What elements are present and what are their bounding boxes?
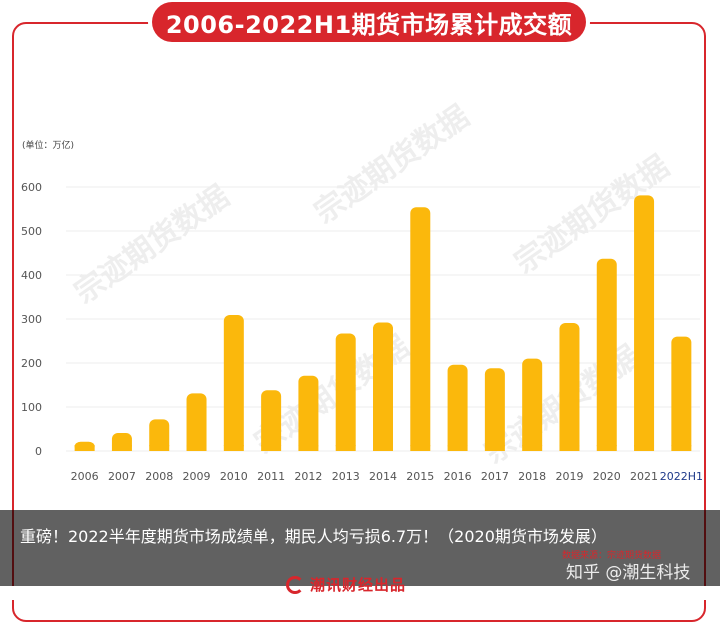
bar-base-2016 bbox=[447, 445, 468, 451]
bar-2016 bbox=[447, 364, 468, 451]
bar-2011 bbox=[261, 390, 282, 451]
x-tick-label: 2021 bbox=[630, 470, 658, 483]
bar-base-2011 bbox=[261, 445, 282, 451]
source-text: 数据来源：宗迹期货数据 bbox=[562, 551, 662, 561]
bar-base-2009 bbox=[186, 445, 207, 451]
y-tick-label: 200 bbox=[21, 357, 42, 370]
bar-2019 bbox=[559, 322, 580, 451]
y-tick-label: 600 bbox=[21, 181, 42, 194]
bar-2008 bbox=[149, 419, 170, 451]
bar-base-2022H1 bbox=[671, 445, 692, 451]
bar-base-2015 bbox=[410, 445, 431, 451]
x-tick-label: 2008 bbox=[145, 470, 173, 483]
x-tick-label: 2010 bbox=[220, 470, 248, 483]
bar-base-2008 bbox=[149, 445, 170, 451]
caption-text: 重磅！2022半年度期货市场成绩单，期民人均亏损6.7万！（2020期货市场发展… bbox=[20, 527, 607, 546]
bar-base-2014 bbox=[373, 445, 393, 451]
bar-2018 bbox=[522, 358, 543, 451]
y-tick-label: 500 bbox=[21, 225, 42, 238]
x-tick-label: 2017 bbox=[481, 470, 509, 483]
y-tick-label: 0 bbox=[35, 445, 42, 458]
footer bbox=[0, 586, 720, 600]
caption-bar: 重磅！2022半年度期货市场成绩单，期民人均亏损6.7万！（2020期货市场发展… bbox=[0, 510, 720, 586]
bar-base-2013 bbox=[335, 445, 356, 451]
bar-base-2018 bbox=[522, 445, 543, 451]
x-tick-label: 2014 bbox=[369, 470, 397, 483]
bar-base-2012 bbox=[298, 445, 319, 451]
bar-base-2010 bbox=[223, 445, 244, 451]
x-tick-label: 2020 bbox=[593, 470, 621, 483]
bar-2013 bbox=[335, 333, 356, 451]
bar-2009 bbox=[186, 393, 207, 451]
title-banner: 2006-2022H1期货市场累计成交额 bbox=[152, 2, 586, 42]
bar-base-2006 bbox=[74, 445, 95, 451]
zhihu-watermark: 知乎 @潮生科技 bbox=[566, 563, 691, 583]
unit-label: (单位：万亿) bbox=[22, 141, 75, 151]
logo-icon bbox=[286, 575, 304, 594]
footer-logo: 潮讯财经出品 bbox=[286, 574, 406, 595]
x-tick-label: 2015 bbox=[406, 470, 434, 483]
bar-2021 bbox=[634, 195, 655, 451]
y-tick-label: 400 bbox=[21, 269, 42, 282]
x-tick-label: 2022H1 bbox=[660, 470, 703, 483]
bar-2022H1 bbox=[671, 336, 692, 451]
bar-chart: 0 100 200 300 400 500 600 2006 2007 2008 2009 2010 2… bbox=[21, 181, 703, 483]
x-tick-label: 2012 bbox=[294, 470, 322, 483]
x-tick-label: 2019 bbox=[555, 470, 583, 483]
x-tick-label: 2009 bbox=[183, 470, 211, 483]
x-tick-label: 2011 bbox=[257, 470, 285, 483]
bar-base-2020 bbox=[596, 445, 617, 451]
chart-title: 2006-2022H1期货市场累计成交额 bbox=[165, 10, 573, 39]
x-tick-label: 2016 bbox=[444, 470, 472, 483]
bar-2020 bbox=[596, 258, 617, 451]
y-tick-label: 100 bbox=[21, 401, 42, 414]
bar-2017 bbox=[484, 368, 505, 451]
x-tick-label: 2013 bbox=[332, 470, 360, 483]
x-tick-label: 2006 bbox=[71, 470, 99, 483]
bar-base-2007 bbox=[111, 445, 132, 451]
bar-base-2017 bbox=[484, 445, 505, 451]
footer-text: 潮讯财经出品 bbox=[310, 576, 407, 594]
bar-2014 bbox=[373, 322, 393, 451]
bar-2015 bbox=[410, 207, 431, 451]
x-tick-label: 2018 bbox=[518, 470, 546, 483]
x-tick-label: 2007 bbox=[108, 470, 136, 483]
bar-base-2019 bbox=[559, 445, 580, 451]
bar-2012 bbox=[298, 375, 319, 451]
y-tick-label: 300 bbox=[21, 313, 42, 326]
bar-2010 bbox=[223, 315, 244, 451]
bar-base-2021 bbox=[634, 445, 655, 451]
